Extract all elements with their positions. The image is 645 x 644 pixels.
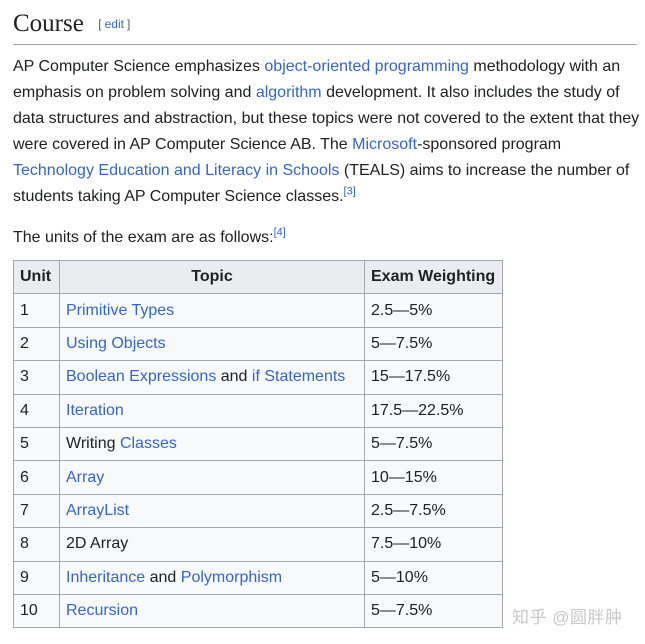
topic-link[interactable]: Array — [66, 468, 105, 486]
table-row: 5 Writing Classes 5—7.5% — [13, 426, 503, 462]
text: The units of the exam are as follows: — [13, 229, 274, 246]
table-row: 6 Array 10—15% — [13, 460, 503, 495]
topic-cell: Boolean Expressions and if Statements — [59, 360, 365, 395]
topic-text: and — [145, 568, 181, 586]
reference-3[interactable]: [3] — [343, 185, 356, 198]
units-intro: The units of the exam are as follows:[4] — [13, 225, 286, 251]
table-row: 2 Using Objects 5—7.5% — [13, 326, 503, 362]
header-weighting: Exam Weighting — [364, 259, 503, 295]
unit-cell: 1 — [13, 293, 60, 328]
unit-cell: 8 — [13, 527, 60, 562]
topic-cell: 2D Array — [59, 527, 365, 562]
topic-link[interactable]: Recursion — [66, 602, 139, 620]
topic-text: and — [216, 368, 252, 386]
unit-cell: 10 — [13, 593, 60, 629]
topic-cell: Writing Classes — [59, 426, 365, 462]
unit-cell: 3 — [13, 360, 60, 395]
unit-cell: 5 — [13, 426, 60, 462]
table-row: 10 Recursion 5—7.5% — [13, 593, 503, 629]
topic-link[interactable]: Classes — [119, 435, 177, 453]
topic-link[interactable]: Boolean Expressions — [66, 368, 217, 386]
table-row: 1 Primitive Types 2.5—5% — [13, 293, 503, 328]
table-row: 9 Inheritance and Polymorphism 5—10% — [13, 560, 503, 595]
text: development. It also includes the study … — [13, 84, 640, 153]
weighting-cell: 5—10% — [364, 560, 503, 595]
weighting-cell: 5—7.5% — [364, 426, 503, 462]
weighting-cell: 5—7.5% — [364, 593, 503, 629]
topic-cell: Recursion — [59, 593, 365, 629]
edit-section: [edit] — [98, 17, 130, 31]
link-microsoft[interactable]: Microsoft — [352, 136, 418, 153]
watermark: 知乎 @圆胖肿 — [512, 608, 623, 627]
header-unit: Unit — [13, 259, 60, 295]
unit-cell: 9 — [13, 560, 60, 595]
bracket: ] — [126, 17, 131, 31]
topic-link[interactable]: Polymorphism — [180, 568, 283, 586]
section-heading: Course [edit] — [13, 8, 637, 45]
text: methodology with an emphasis on problem … — [13, 58, 621, 101]
topic-cell: Iteration — [59, 393, 365, 428]
weighting-cell: 17.5—22.5% — [364, 393, 503, 428]
table-row: 4 Iteration 17.5—22.5% — [13, 393, 503, 428]
unit-cell: 2 — [13, 326, 60, 362]
topic-link[interactable]: if Statements — [251, 368, 346, 386]
header-topic: Topic — [59, 259, 365, 295]
topic-text: Writing — [66, 435, 120, 453]
text: (TEALS) aims to increase the number of s… — [13, 162, 630, 205]
table-row: 8 2D Array 7.5—10% — [13, 527, 503, 562]
topic-cell: Using Objects — [59, 326, 365, 362]
topic-link[interactable]: Inheritance — [66, 568, 146, 586]
units-table: Unit Topic Exam Weighting 1 Primitive Typ… — [13, 259, 503, 629]
table-row: 7 ArrayList 2.5—7.5% — [13, 493, 503, 529]
weighting-cell: 7.5—10% — [364, 527, 503, 562]
link-teals[interactable]: Technology Education and Literacy in Sch… — [13, 162, 340, 179]
topic-link[interactable]: Using Objects — [66, 334, 166, 352]
unit-cell: 6 — [13, 460, 60, 495]
topic-cell: Inheritance and Polymorphism — [59, 560, 365, 595]
unit-cell: 4 — [13, 393, 60, 428]
edit-link[interactable]: edit — [104, 17, 124, 31]
topic-link[interactable]: Iteration — [66, 401, 124, 419]
reference-4[interactable]: [4] — [273, 226, 286, 239]
link-algorithm[interactable]: algorithm — [255, 84, 322, 101]
topic-link[interactable]: Primitive Types — [66, 301, 175, 319]
weighting-cell: 2.5—7.5% — [364, 493, 503, 529]
topic-cell: ArrayList — [59, 493, 365, 529]
topic-text: 2D Array — [66, 535, 129, 553]
weighting-cell: 5—7.5% — [364, 326, 503, 362]
topic-link[interactable]: ArrayList — [66, 501, 130, 519]
weighting-cell: 10—15% — [364, 460, 503, 495]
topic-cell: Array — [59, 460, 365, 495]
course-paragraph: AP Computer Science emphasizes object-or… — [13, 54, 643, 210]
table-row: 3 Boolean Expressions and if Statements 15… — [13, 360, 503, 395]
table-header-row: Unit Topic Exam Weighting — [13, 259, 503, 295]
unit-cell: 7 — [13, 493, 60, 529]
bracket: [ — [98, 17, 102, 31]
link-oop[interactable]: object-oriented programming — [264, 58, 469, 75]
text: AP Computer Science emphasizes — [13, 58, 265, 75]
topic-cell: Primitive Types — [59, 293, 365, 328]
weighting-cell: 15—17.5% — [364, 360, 503, 395]
text: -sponsored program — [417, 136, 562, 153]
section-title: Course — [13, 10, 84, 37]
weighting-cell: 2.5—5% — [364, 293, 503, 328]
